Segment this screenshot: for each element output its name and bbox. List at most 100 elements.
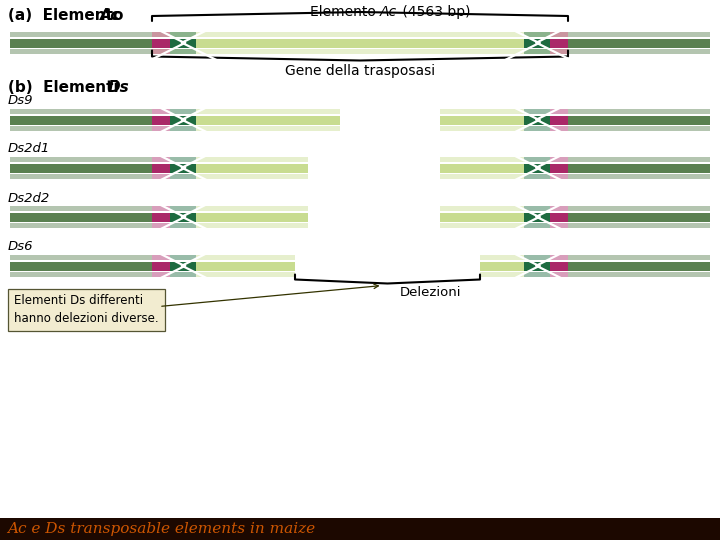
Bar — [440, 126, 524, 131]
Text: Ac: Ac — [380, 5, 397, 19]
Bar — [524, 223, 550, 228]
Bar — [568, 174, 710, 179]
Bar — [480, 261, 524, 271]
Bar — [170, 164, 196, 172]
Bar — [524, 38, 550, 48]
Bar — [568, 255, 710, 260]
Text: Elemento: Elemento — [310, 5, 380, 19]
Bar — [170, 213, 196, 221]
Bar — [568, 126, 710, 131]
Bar — [152, 116, 170, 125]
Bar — [152, 49, 170, 54]
Bar — [196, 272, 295, 277]
Text: Ac e Ds transposable elements in maize: Ac e Ds transposable elements in maize — [7, 522, 315, 536]
Bar — [440, 174, 524, 179]
Bar — [524, 272, 550, 277]
Bar — [152, 32, 568, 37]
Bar — [524, 32, 550, 37]
Bar — [568, 109, 710, 114]
Bar — [196, 255, 295, 260]
Bar — [196, 109, 340, 114]
Text: Ds2d2: Ds2d2 — [8, 192, 50, 205]
Text: Gene della trasposasi: Gene della trasposasi — [285, 64, 435, 78]
Bar — [524, 261, 550, 271]
Bar — [152, 174, 170, 179]
Bar — [170, 174, 196, 179]
Bar — [152, 109, 170, 114]
Bar — [10, 49, 152, 54]
Bar — [10, 272, 152, 277]
Bar — [524, 109, 550, 114]
Bar — [170, 49, 196, 54]
Text: Elementi: Elementi — [100, 296, 156, 309]
Bar — [568, 164, 710, 172]
Bar — [152, 164, 170, 172]
Bar — [152, 206, 170, 211]
Bar — [524, 206, 550, 211]
Bar — [196, 174, 308, 179]
Bar — [196, 223, 308, 228]
Bar — [152, 38, 170, 48]
Bar — [170, 116, 196, 125]
Bar — [568, 206, 710, 211]
Bar — [440, 206, 524, 211]
Bar — [550, 49, 568, 54]
Bar — [568, 49, 710, 54]
Bar — [524, 157, 550, 162]
Bar — [524, 49, 550, 54]
Bar — [524, 255, 550, 260]
Bar — [440, 116, 524, 125]
Bar — [568, 38, 710, 48]
Bar — [440, 157, 524, 162]
Bar — [524, 164, 550, 172]
Bar — [10, 157, 152, 162]
Text: Ds9: Ds9 — [8, 94, 34, 107]
Bar — [480, 255, 524, 260]
Bar — [550, 272, 568, 277]
Bar — [550, 206, 568, 211]
Bar — [152, 272, 170, 277]
Bar — [170, 32, 196, 37]
Bar — [10, 116, 152, 125]
Bar — [10, 32, 152, 37]
Text: Ds: Ds — [108, 79, 130, 94]
Bar — [10, 213, 152, 221]
Bar — [170, 272, 196, 277]
Bar — [196, 116, 340, 125]
Text: (4563 bp): (4563 bp) — [398, 5, 470, 19]
Bar — [10, 164, 152, 172]
Bar — [10, 223, 152, 228]
Bar — [10, 38, 152, 48]
Bar — [170, 261, 196, 271]
Bar — [170, 38, 196, 48]
Bar — [568, 261, 710, 271]
Bar — [550, 157, 568, 162]
Bar — [550, 164, 568, 172]
Bar — [440, 164, 524, 172]
Bar — [152, 38, 568, 48]
Bar — [152, 157, 170, 162]
Bar — [170, 109, 196, 114]
Bar — [550, 261, 568, 271]
Bar — [152, 261, 170, 271]
Bar — [10, 174, 152, 179]
Bar — [550, 255, 568, 260]
Bar — [550, 109, 568, 114]
Bar — [170, 157, 196, 162]
Bar — [152, 126, 170, 131]
Bar — [550, 126, 568, 131]
Bar — [196, 261, 295, 271]
Bar — [10, 126, 152, 131]
Text: Elementi Ds differenti
hanno delezioni diverse.: Elementi Ds differenti hanno delezioni d… — [14, 294, 158, 326]
Bar — [196, 164, 308, 172]
Bar — [170, 206, 196, 211]
Bar — [568, 213, 710, 221]
Bar — [170, 255, 196, 260]
Bar — [550, 174, 568, 179]
Bar — [196, 213, 308, 221]
Bar — [152, 32, 170, 37]
Bar — [152, 213, 170, 221]
Text: (b)  Elementi: (b) Elementi — [8, 79, 124, 94]
Bar — [550, 213, 568, 221]
Bar — [568, 272, 710, 277]
